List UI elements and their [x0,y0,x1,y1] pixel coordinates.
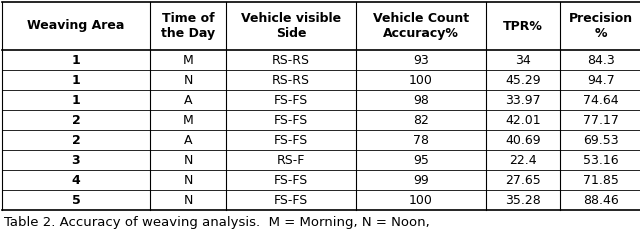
Text: 1: 1 [72,74,81,87]
Text: Weaving Area: Weaving Area [28,19,125,32]
Text: 74.64: 74.64 [583,93,619,107]
Text: 95: 95 [413,154,429,167]
Text: RS-F: RS-F [277,154,305,167]
Text: N: N [183,194,193,206]
Text: FS-FS: FS-FS [274,173,308,186]
Text: 45.29: 45.29 [505,74,541,87]
Text: RS-RS: RS-RS [272,74,310,87]
Text: 100: 100 [409,194,433,206]
Text: 22.4: 22.4 [509,154,537,167]
Text: 1: 1 [72,53,81,66]
Text: 5: 5 [72,194,81,206]
Text: 78: 78 [413,134,429,147]
Text: 2: 2 [72,113,81,126]
Text: 99: 99 [413,173,429,186]
Text: 27.65: 27.65 [505,173,541,186]
Text: 34: 34 [515,53,531,66]
Text: N: N [183,154,193,167]
Text: 100: 100 [409,74,433,87]
Text: RS-RS: RS-RS [272,53,310,66]
Text: 82: 82 [413,113,429,126]
Text: 3: 3 [72,154,80,167]
Text: A: A [184,93,192,107]
Text: FS-FS: FS-FS [274,194,308,206]
Text: 93: 93 [413,53,429,66]
Text: 88.46: 88.46 [583,194,619,206]
Text: 98: 98 [413,93,429,107]
Text: N: N [183,74,193,87]
Text: Vehicle visible
Side: Vehicle visible Side [241,12,341,40]
Text: 94.7: 94.7 [587,74,615,87]
Text: Time of
the Day: Time of the Day [161,12,215,40]
Text: 33.97: 33.97 [505,93,541,107]
Text: 4: 4 [72,173,81,186]
Text: 40.69: 40.69 [505,134,541,147]
Text: 2: 2 [72,134,81,147]
Text: FS-FS: FS-FS [274,113,308,126]
Text: FS-FS: FS-FS [274,134,308,147]
Text: A: A [184,134,192,147]
Text: 35.28: 35.28 [505,194,541,206]
Text: FS-FS: FS-FS [274,93,308,107]
Text: 53.16: 53.16 [583,154,619,167]
Text: 69.53: 69.53 [583,134,619,147]
Text: 77.17: 77.17 [583,113,619,126]
Text: 1: 1 [72,93,81,107]
Text: 71.85: 71.85 [583,173,619,186]
Text: 84.3: 84.3 [587,53,615,66]
Text: 42.01: 42.01 [505,113,541,126]
Text: Precision
%: Precision % [569,12,633,40]
Text: TPR%: TPR% [503,19,543,32]
Text: N: N [183,173,193,186]
Text: Vehicle Count
Accuracy%: Vehicle Count Accuracy% [373,12,469,40]
Text: M: M [182,113,193,126]
Text: M: M [182,53,193,66]
Text: Table 2. Accuracy of weaving analysis.  M = Morning, N = Noon,: Table 2. Accuracy of weaving analysis. M… [4,216,429,229]
